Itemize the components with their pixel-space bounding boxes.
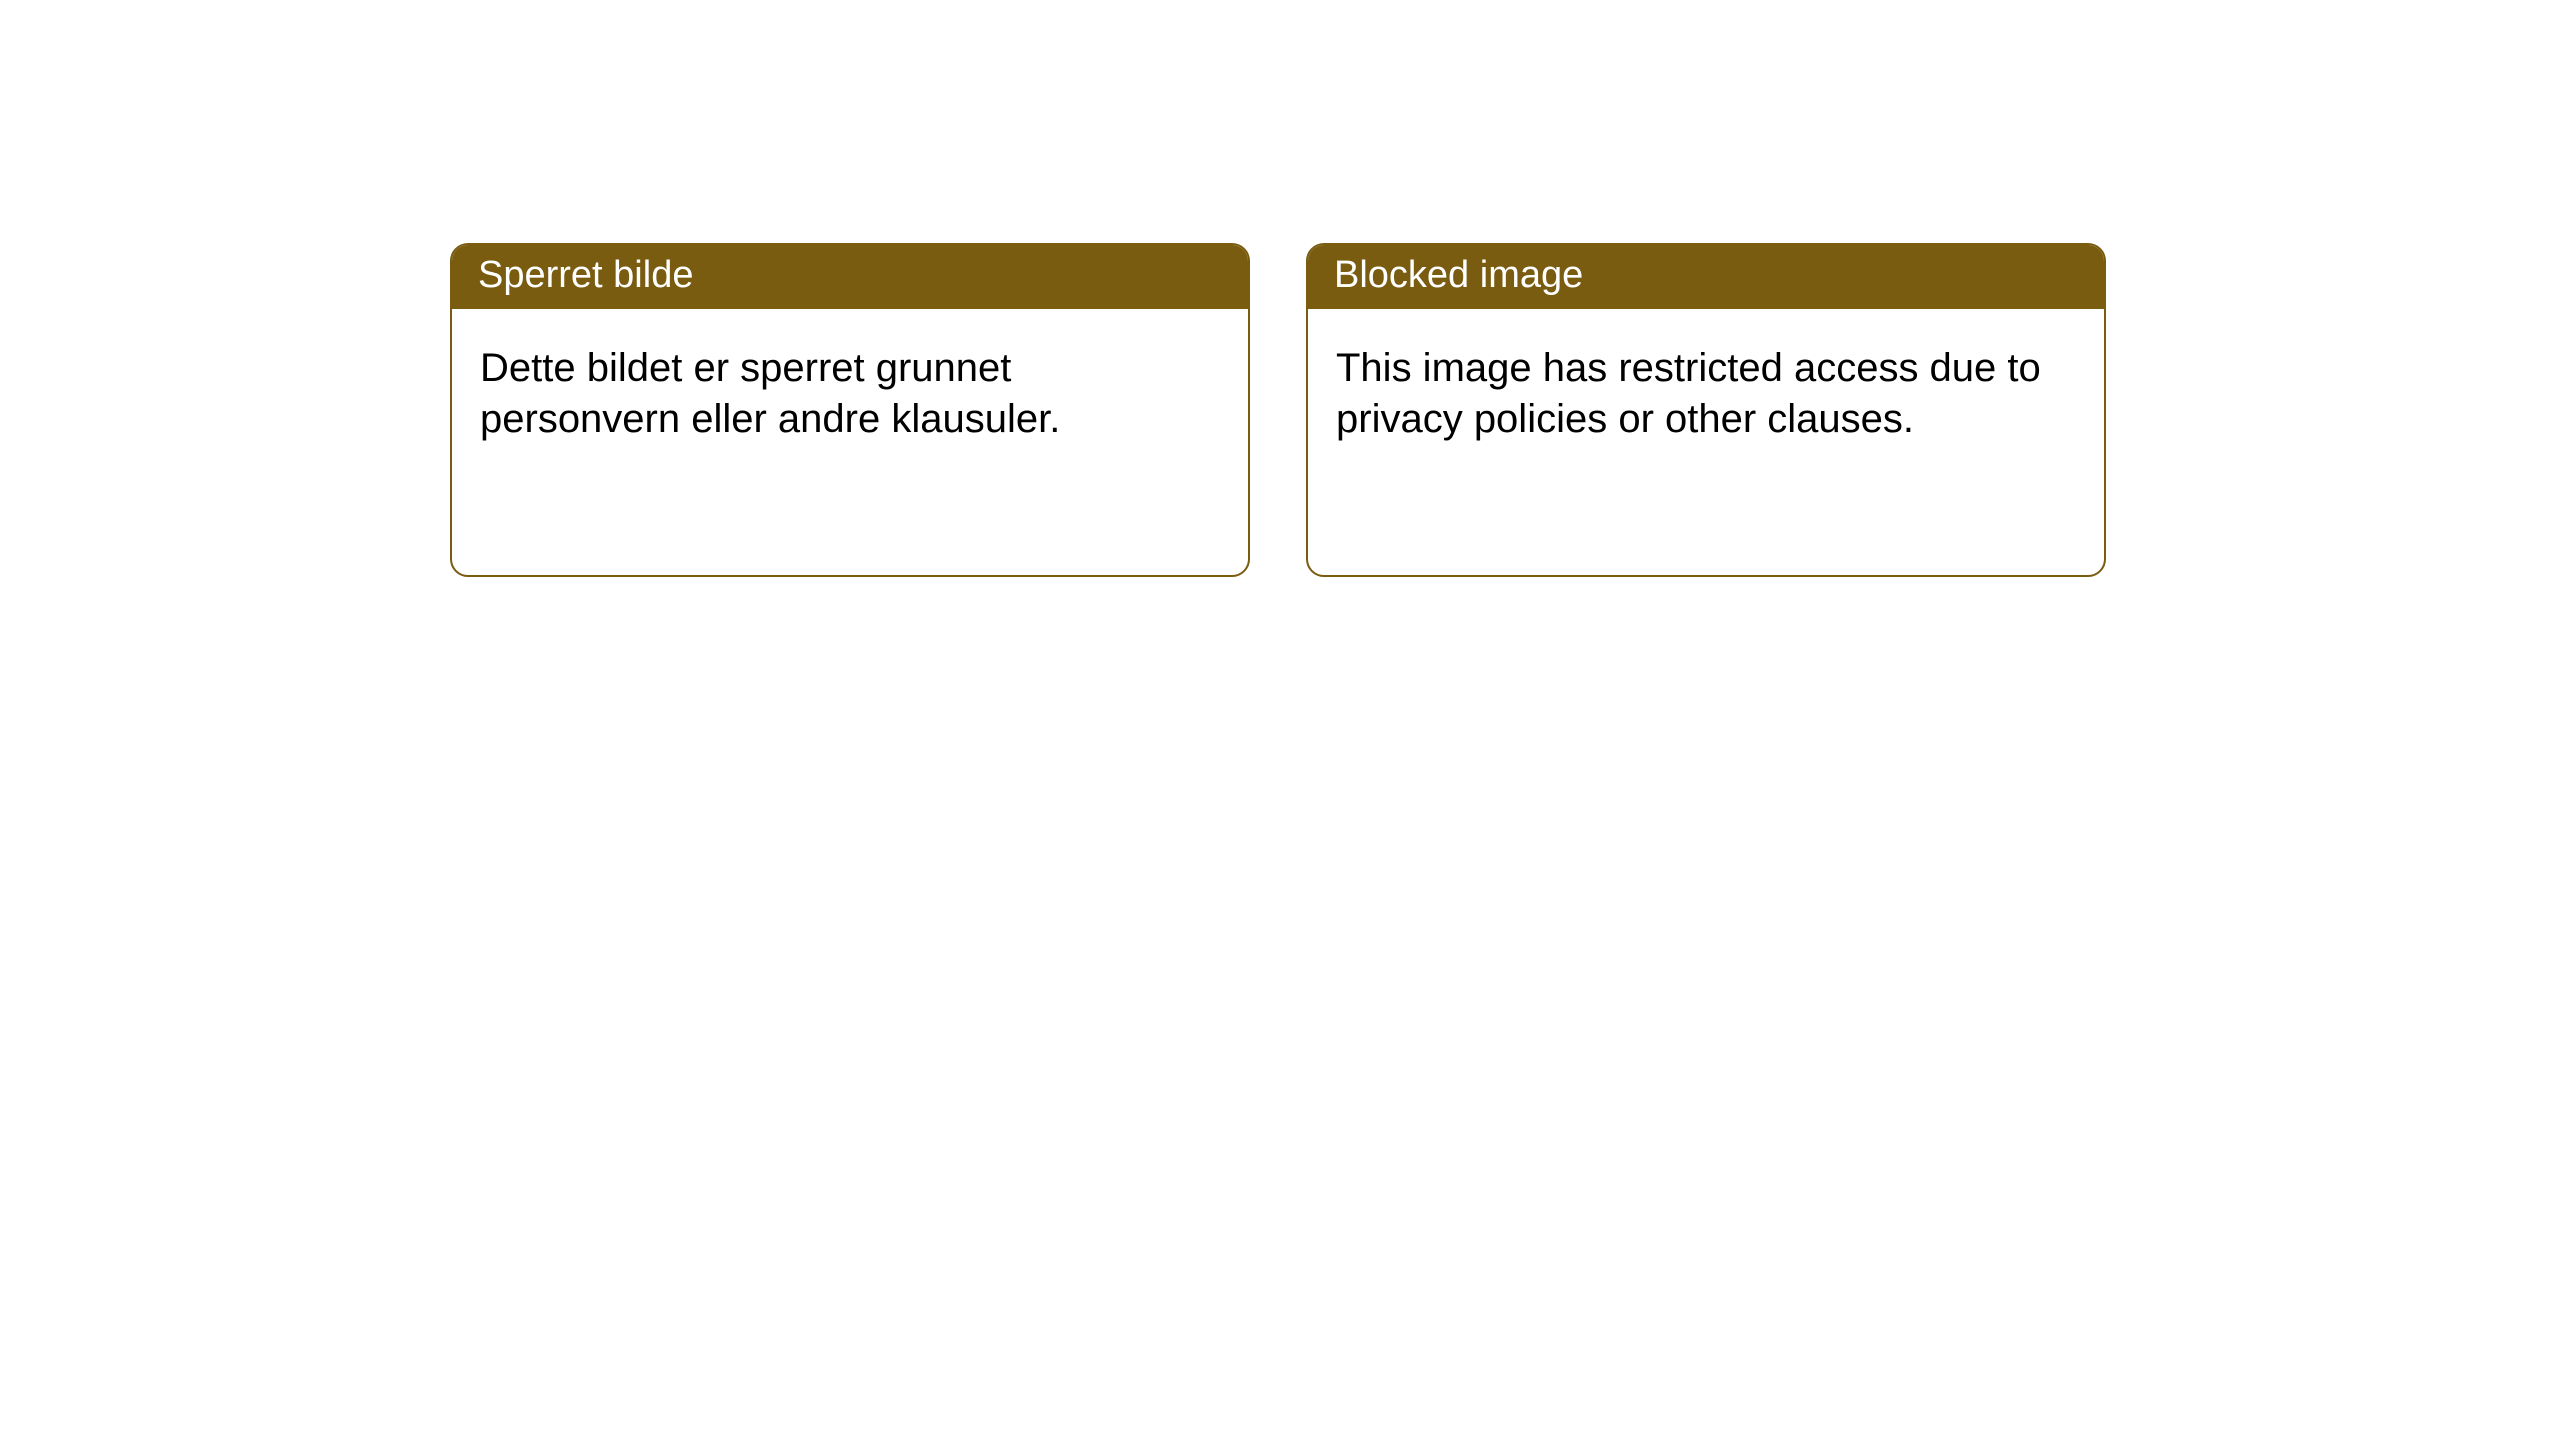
notice-card-title: Blocked image xyxy=(1308,245,2104,309)
notice-card-body: This image has restricted access due to … xyxy=(1308,309,2104,445)
notice-card-body: Dette bildet er sperret grunnet personve… xyxy=(452,309,1248,445)
notice-cards-row: Sperret bilde Dette bildet er sperret gr… xyxy=(0,0,2560,577)
notice-card-title: Sperret bilde xyxy=(452,245,1248,309)
notice-card-no: Sperret bilde Dette bildet er sperret gr… xyxy=(450,243,1250,577)
notice-card-en: Blocked image This image has restricted … xyxy=(1306,243,2106,577)
